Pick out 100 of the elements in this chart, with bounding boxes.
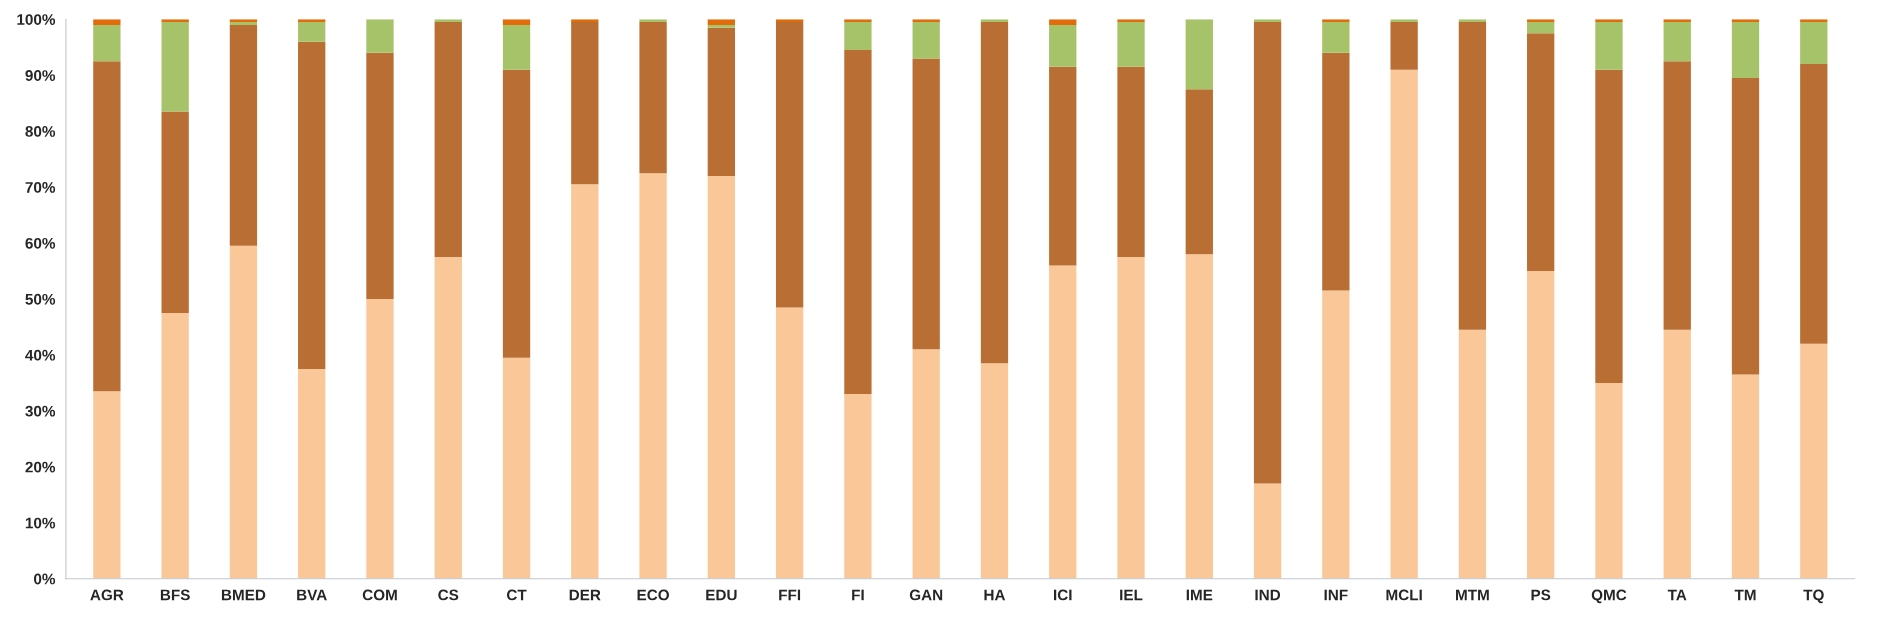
bar	[93, 61, 121, 392]
bar	[639, 22, 667, 174]
bar	[1595, 22, 1623, 70]
bar	[1458, 329, 1487, 579]
bar	[775, 22, 804, 308]
bar	[1731, 78, 1760, 375]
x-tick-label: HA	[984, 589, 1006, 601]
bar	[1253, 22, 1282, 484]
bar	[366, 52, 394, 299]
bar	[1117, 257, 1145, 579]
bar	[1185, 254, 1213, 579]
bar	[1731, 374, 1760, 579]
y-tick-label: 100%	[17, 14, 56, 25]
bar	[1800, 343, 1828, 579]
bar	[639, 173, 667, 579]
x-tick-label: TA	[1667, 589, 1687, 601]
bar	[502, 24, 531, 70]
y-tick-label: 90%	[25, 70, 56, 81]
x-tick-label: GAN	[909, 589, 943, 601]
bar	[1731, 22, 1760, 79]
bar	[434, 257, 462, 579]
bar	[502, 69, 531, 358]
y-tick-label: 70%	[25, 181, 56, 193]
x-tick-label: ICI	[1054, 589, 1072, 601]
bar	[1458, 22, 1487, 330]
bar	[298, 41, 326, 369]
bar	[1663, 329, 1691, 579]
bar	[707, 27, 736, 176]
bar	[571, 22, 599, 185]
x-tick-label: FI	[852, 589, 864, 601]
bar	[980, 363, 1009, 579]
x-tick-label: MTM	[1456, 589, 1489, 601]
x-tick-label: CS	[438, 589, 459, 601]
bar	[707, 175, 736, 579]
bar	[1049, 265, 1077, 579]
y-tick-label: 60%	[25, 237, 56, 249]
bar	[1527, 271, 1555, 579]
bar	[844, 22, 872, 51]
x-tick-label: AGR	[90, 589, 124, 601]
bar	[844, 50, 872, 395]
bar	[229, 245, 258, 579]
bar	[93, 391, 121, 579]
bar	[1117, 22, 1145, 67]
bar	[93, 19, 121, 25]
x-tick-label: BFS	[160, 589, 190, 601]
bar	[912, 58, 940, 350]
x-tick-label: INF	[1324, 589, 1348, 601]
y-tick-label: 30%	[25, 405, 56, 417]
bar	[1800, 22, 1828, 65]
bar	[1663, 61, 1691, 330]
x-tick-label: IEL	[1120, 589, 1143, 601]
y-tick-label: 0%	[34, 573, 56, 585]
bar	[1595, 69, 1623, 383]
bar	[912, 349, 940, 579]
bar	[1527, 22, 1555, 34]
bar	[571, 184, 599, 579]
bar	[1390, 22, 1418, 70]
x-tick-label: EDU	[706, 589, 737, 601]
bar	[1049, 66, 1077, 266]
bar	[161, 312, 189, 579]
bar	[1322, 52, 1350, 291]
bar	[1800, 64, 1828, 344]
bar	[1527, 33, 1555, 272]
bar	[1663, 22, 1691, 62]
x-tick-label: TQ	[1803, 589, 1824, 604]
x-tick-label: DER	[569, 589, 601, 601]
bar	[775, 307, 804, 579]
bar	[1185, 89, 1213, 255]
bar	[1322, 22, 1350, 53]
bar	[1322, 290, 1350, 579]
bar	[844, 394, 872, 579]
bar	[1117, 66, 1145, 258]
bar	[1253, 483, 1282, 579]
bar	[502, 357, 531, 579]
x-tick-label: MCLI	[1386, 589, 1422, 601]
x-tick-label: QMC	[1591, 589, 1627, 604]
y-tick-label: 80%	[25, 126, 56, 137]
x-tick-label: FFI	[779, 589, 801, 601]
bar	[93, 24, 121, 62]
bar	[707, 24, 736, 28]
bar	[298, 368, 326, 579]
bar	[980, 22, 1009, 364]
x-tick-label: IME	[1186, 589, 1213, 601]
x-tick-label: ECO	[637, 589, 669, 601]
x-tick-label: PS	[1531, 589, 1551, 601]
y-tick-label: 50%	[25, 293, 56, 305]
bar	[434, 22, 462, 258]
x-tick-label: CT	[506, 589, 527, 601]
bar	[1390, 69, 1418, 579]
bar	[912, 22, 940, 59]
bar	[1049, 24, 1077, 67]
bar	[1185, 19, 1213, 90]
x-tick-label: TM	[1734, 589, 1756, 601]
bar	[161, 22, 189, 112]
bar	[1595, 382, 1623, 579]
y-tick-label: 10%	[25, 517, 56, 529]
bar	[366, 299, 394, 579]
x-tick-label: IND	[1255, 589, 1281, 601]
bar	[366, 19, 394, 53]
bar	[229, 24, 258, 246]
